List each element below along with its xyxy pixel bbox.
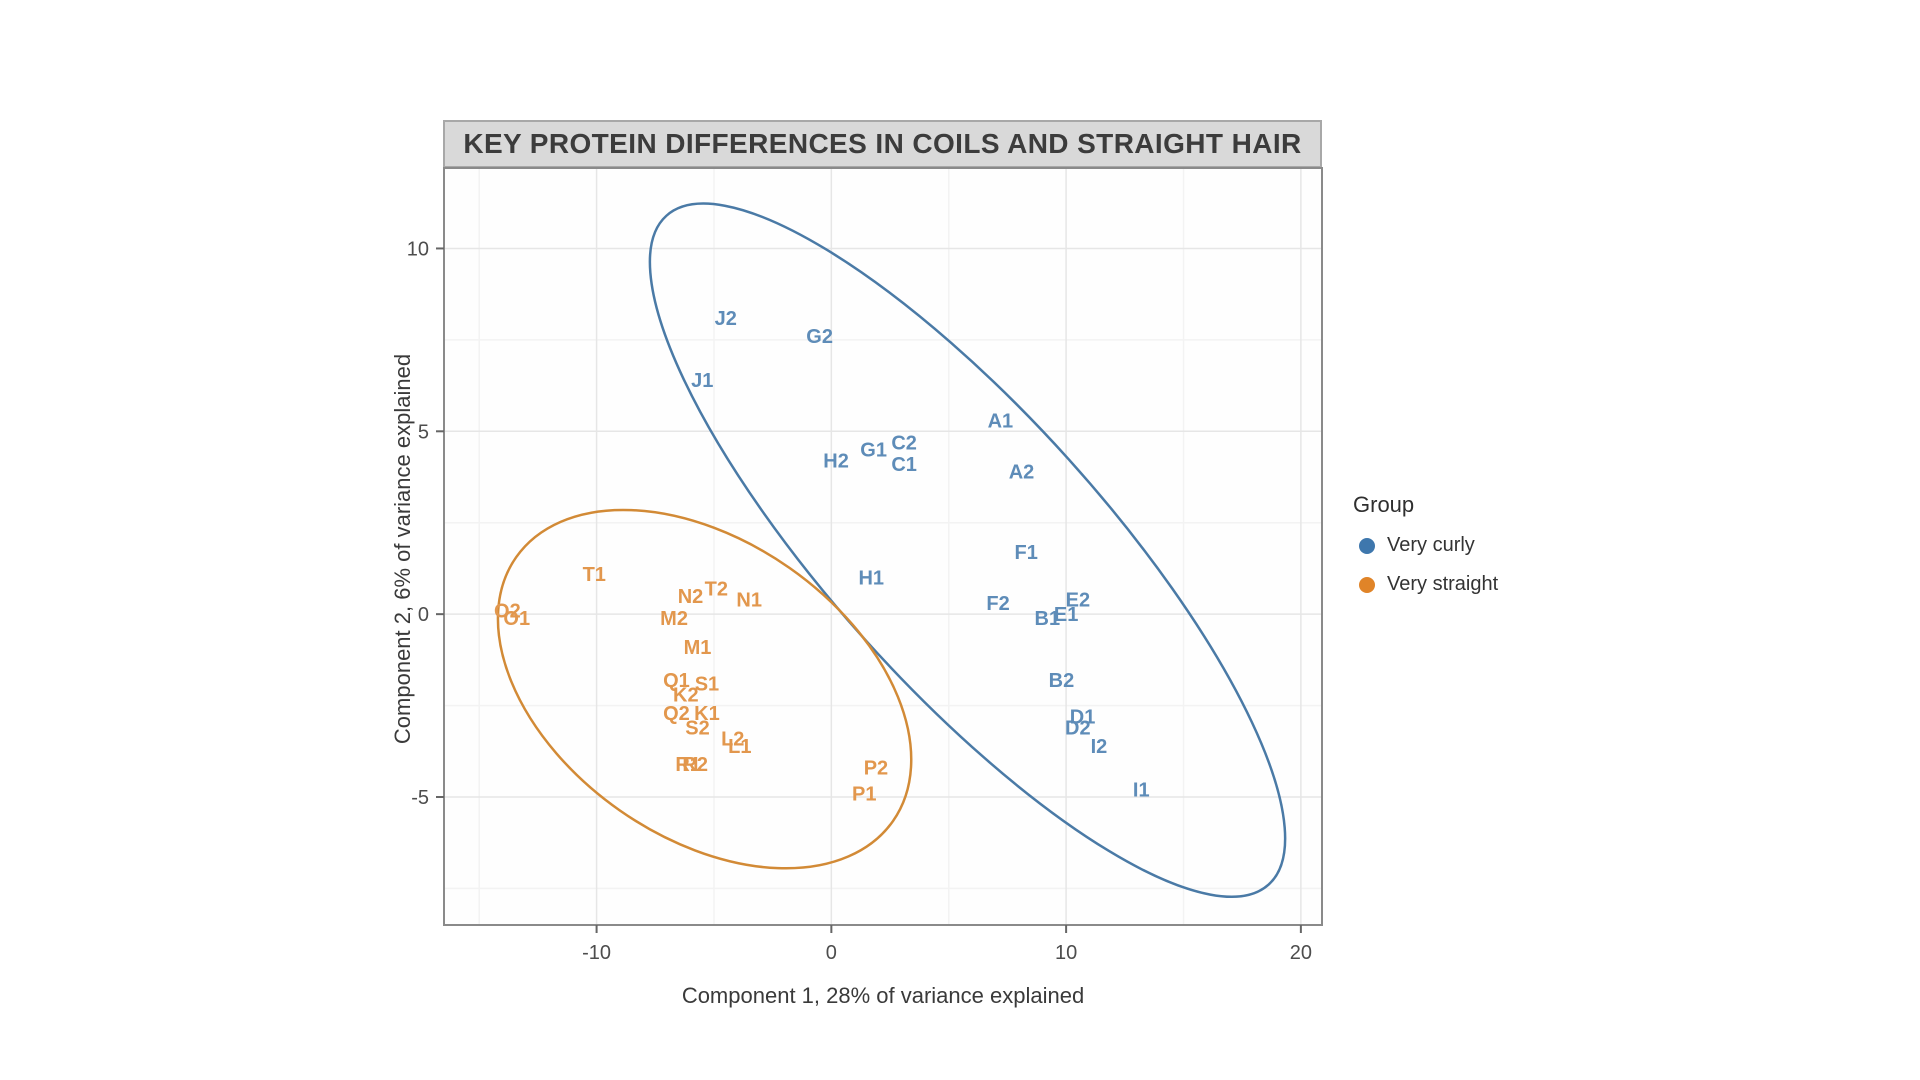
point-label: L1 [728, 736, 751, 758]
point-label: J2 [715, 308, 737, 330]
point-label: G2 [806, 326, 833, 348]
point-label: H1 [858, 568, 884, 590]
legend-item: Very curly [1353, 534, 1498, 557]
point-label: K2 [673, 685, 699, 707]
point-label: B2 [1049, 670, 1075, 692]
point-label: T2 [705, 579, 728, 601]
legend-item-label: Very straight [1387, 573, 1499, 595]
point-label: I2 [1091, 736, 1108, 758]
point-label: A1 [988, 410, 1014, 432]
point-label: O1 [503, 608, 530, 630]
point-label: R2 [682, 754, 708, 776]
plot-panel-border [443, 167, 1323, 926]
point-label: N1 [736, 590, 762, 612]
point-label: G1 [860, 440, 887, 462]
chart-title-bar: KEY PROTEIN DIFFERENCES IN COILS AND STR… [443, 120, 1322, 168]
point-label: F1 [1015, 542, 1038, 564]
x-tick-label: 0 [826, 942, 837, 964]
plot-panel [444, 168, 1322, 925]
point-label: E2 [1066, 590, 1090, 612]
point-label: T1 [583, 564, 606, 586]
x-tick-label: 20 [1290, 942, 1312, 964]
legend: Group Very curly Very straight [1353, 492, 1498, 612]
y-tick-label: 5 [418, 421, 429, 443]
point-label: M2 [660, 608, 688, 630]
point-label: F2 [986, 593, 1009, 615]
y-tick-label: 0 [418, 604, 429, 626]
legend-swatch-icon [1359, 576, 1375, 593]
point-label: K1 [694, 703, 720, 725]
point-label: D2 [1065, 718, 1091, 740]
legend-swatch-icon [1359, 537, 1375, 554]
x-tick-label: -10 [582, 942, 611, 964]
group-ellipse-very-straight [496, 508, 913, 870]
point-label: S1 [695, 674, 719, 696]
point-label: A2 [1009, 462, 1035, 484]
point-label: D1 [1070, 707, 1096, 729]
point-label: P2 [864, 758, 888, 780]
point-label: C2 [891, 432, 917, 454]
point-label: O2 [494, 600, 521, 622]
point-label: E1 [1054, 604, 1078, 626]
point-label: J1 [691, 370, 713, 392]
point-label: P1 [852, 783, 876, 805]
point-label: Q2 [663, 703, 690, 725]
legend-item: Very straight [1353, 573, 1498, 596]
y-tick-label: -5 [411, 787, 429, 809]
point-label: C1 [891, 454, 917, 476]
point-label: L2 [721, 728, 744, 750]
point-label: I1 [1133, 780, 1150, 802]
legend-item-label: Very curly [1387, 534, 1475, 556]
point-label: H2 [823, 451, 849, 473]
legend-items: Very curly Very straight [1353, 534, 1498, 596]
point-label: S2 [685, 718, 709, 740]
y-tick-label: 10 [407, 238, 429, 260]
point-label: M1 [684, 637, 712, 659]
chart-title: KEY PROTEIN DIFFERENCES IN COILS AND STR… [463, 128, 1302, 159]
point-label: B1 [1035, 608, 1061, 630]
y-axis-label: Component 2, 6% of variance explained [390, 353, 415, 745]
legend-title: Group [1353, 492, 1415, 517]
point-label: R1 [675, 754, 701, 776]
point-label: Q1 [663, 670, 690, 692]
point-label: N2 [678, 586, 704, 608]
x-axis-label: Component 1, 28% of variance explained [681, 983, 1085, 1008]
x-tick-label: 10 [1055, 942, 1077, 964]
